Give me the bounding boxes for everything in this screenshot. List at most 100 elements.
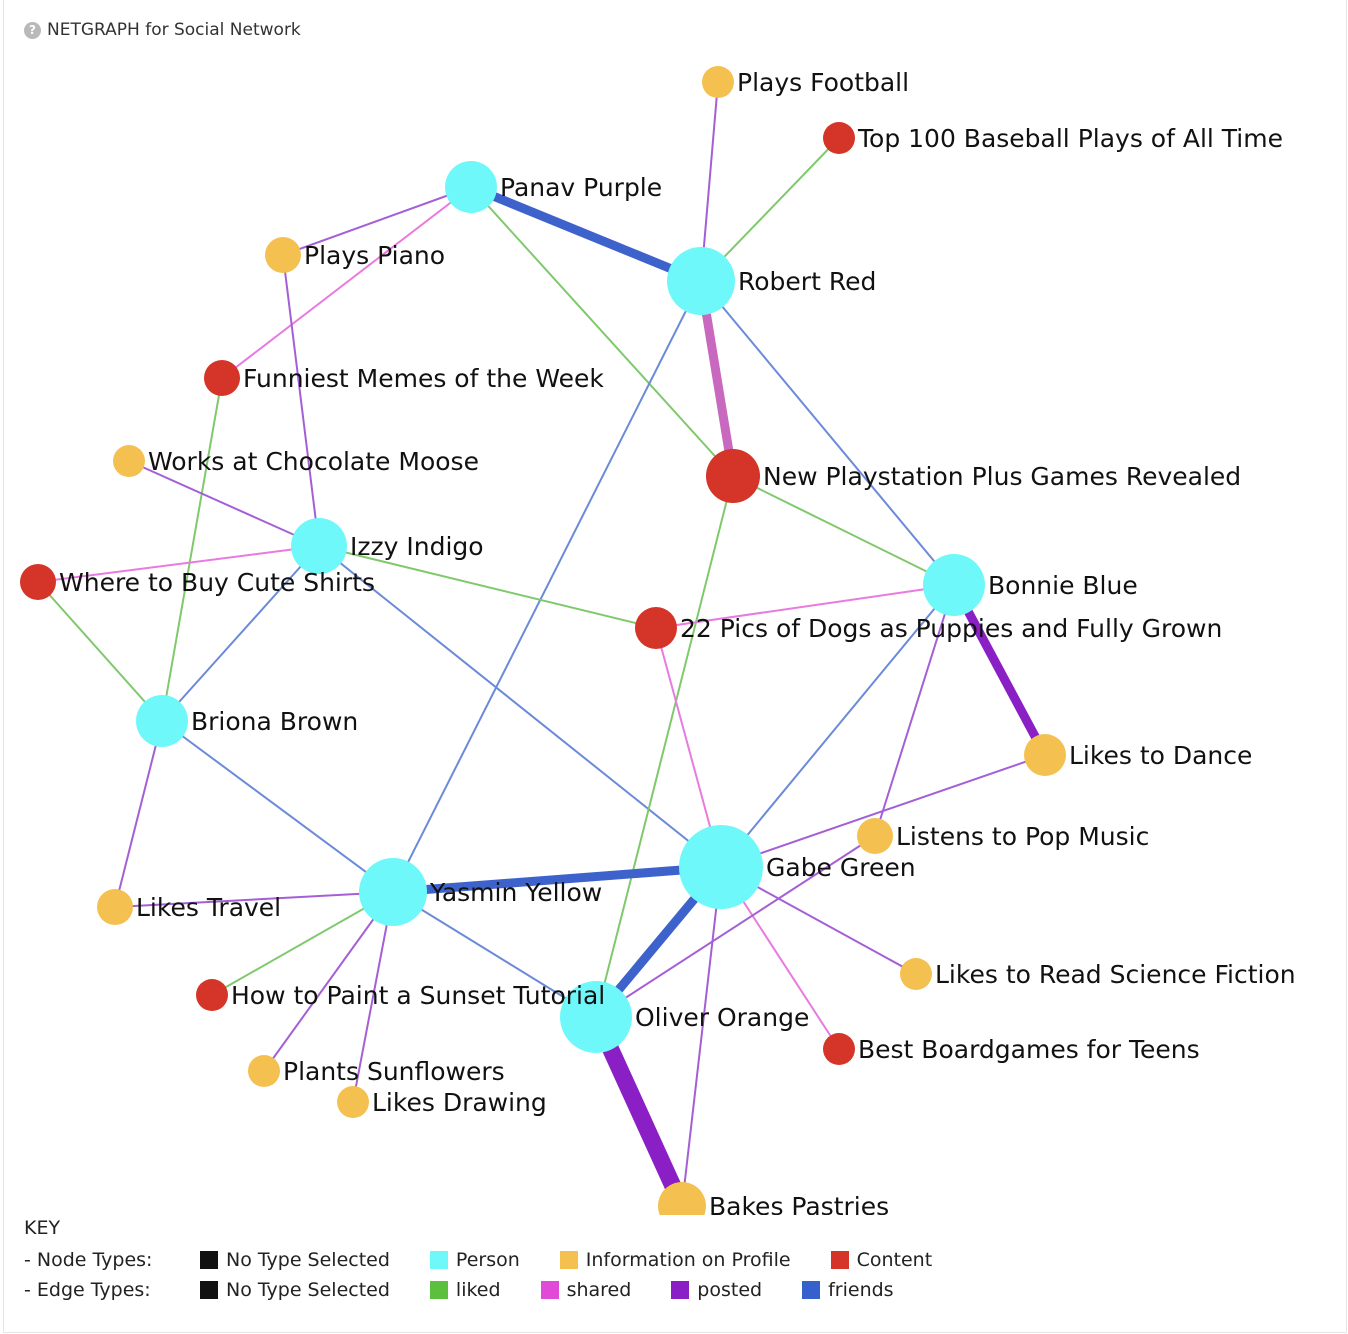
legend-node-none-label: No Type Selected — [226, 1249, 390, 1271]
legend-node-info[interactable]: Information on Profile — [559, 1249, 791, 1271]
edge-liked-yasmin-sunset[interactable] — [211, 891, 394, 996]
edge-posted-yasmin-travel[interactable] — [114, 891, 394, 908]
edge-posted-choc-izzy[interactable] — [128, 460, 320, 547]
edge-friends-robert-bonnie[interactable] — [700, 280, 955, 586]
node-label-dance: Likes to Dance — [1069, 741, 1252, 770]
edge-posted-yasmin-drawing[interactable] — [352, 891, 394, 1103]
legend-node-person[interactable]: Person — [429, 1249, 520, 1271]
legend-edge-types: - Edge Types: No Type Selected liked sha… — [24, 1275, 972, 1305]
node-football[interactable] — [702, 66, 734, 98]
node-label-baseball: Top 100 Baseball Plays of All Time — [857, 124, 1283, 153]
edge-shared-izzy-shirts[interactable] — [37, 545, 320, 583]
legend-edge-posted-swatch — [671, 1281, 690, 1299]
node-shirts[interactable] — [20, 564, 56, 600]
edge-posted-briona-travel[interactable] — [114, 720, 163, 908]
legend-edge-liked-swatch — [429, 1281, 448, 1299]
node-robert[interactable] — [667, 247, 735, 315]
node-izzy[interactable] — [291, 518, 347, 574]
node-label-oliver: Oliver Orange — [635, 1003, 809, 1032]
legend-edge-liked-label: liked — [455, 1279, 501, 1301]
edge-posted-yasmin-sunflowers[interactable] — [263, 891, 394, 1072]
edge-liked-panav-playstation[interactable] — [470, 186, 734, 477]
node-playstation[interactable] — [706, 449, 760, 503]
network-graph[interactable]: Panav Purple Robert Red Izzy Indigo Bonnie … — [0, 0, 1348, 1215]
node-label-drawing: Likes Drawing — [372, 1088, 547, 1117]
node-scifi[interactable] — [900, 958, 932, 990]
node-label-bonnie: Bonnie Blue — [988, 571, 1138, 600]
edge-posted-gabe-pastries[interactable] — [681, 866, 722, 1207]
node-piano[interactable] — [265, 237, 301, 273]
edge-shared-dogs-bonnie[interactable] — [655, 584, 955, 629]
edge-posted-bonnie-dance[interactable] — [950, 582, 1049, 758]
legend-node-none[interactable]: No Type Selected — [200, 1249, 390, 1271]
node-sunflowers[interactable] — [248, 1055, 280, 1087]
edge-friends-izzy-gabe[interactable] — [318, 545, 722, 868]
title-bar: ? NETGRAPH for Social Network — [24, 20, 301, 40]
node-boardgames[interactable] — [823, 1033, 855, 1065]
edge-liked-playstation-oliver[interactable] — [595, 475, 734, 1018]
edge-friends-yasmin-oliver[interactable] — [392, 891, 597, 1018]
legend-node-none-swatch — [200, 1251, 218, 1269]
node-label-shirts: Where to Buy Cute Shirts — [59, 568, 375, 597]
node-label-scifi: Likes to Read Science Fiction — [935, 960, 1296, 989]
node-yasmin[interactable] — [359, 858, 427, 926]
node-memes[interactable] — [204, 360, 240, 396]
edge-liked-memes-briona[interactable] — [161, 377, 223, 722]
edge-friends-bonnie-gabe[interactable] — [720, 584, 955, 868]
legend-edge-shared-label: shared — [566, 1279, 632, 1301]
edge-friends-izzy-briona[interactable] — [161, 545, 320, 722]
legend-edge-shared[interactable]: shared — [540, 1279, 632, 1301]
node-drawing[interactable] — [337, 1086, 369, 1118]
edge-liked-playstation-bonnie[interactable] — [732, 475, 955, 586]
legend-node-content-swatch — [830, 1251, 849, 1269]
edge-posted-dance-gabe[interactable] — [720, 754, 1046, 868]
edge-shared-panav-memes[interactable] — [221, 186, 472, 379]
node-choc[interactable] — [113, 445, 145, 477]
legend-node-person-label: Person — [455, 1249, 520, 1271]
node-label-sunflowers: Plants Sunflowers — [283, 1057, 505, 1086]
edge-friends-yasmin-gabe[interactable] — [392, 862, 722, 897]
edge-friends-robert-yasmin[interactable] — [392, 280, 702, 893]
node-label-panav: Panav Purple — [500, 173, 662, 202]
legend-edge-friends[interactable]: friends — [802, 1279, 894, 1301]
node-bonnie[interactable] — [923, 554, 985, 616]
window-title: NETGRAPH for Social Network — [47, 20, 301, 40]
node-baseball[interactable] — [823, 122, 855, 154]
edge-posted-pop-oliver[interactable] — [595, 835, 876, 1018]
node-label-memes: Funniest Memes of the Week — [243, 364, 604, 393]
edge-posted-panav-piano[interactable] — [282, 186, 472, 256]
help-icon[interactable]: ? — [24, 21, 41, 39]
edge-liked-shirts-briona[interactable] — [37, 581, 163, 722]
edge-posted-bonnie-pop[interactable] — [874, 584, 955, 837]
legend-node-content[interactable]: Content — [830, 1249, 932, 1271]
legend-node-types-label: - Node Types: — [24, 1249, 153, 1271]
node-pop[interactable] — [857, 818, 893, 854]
edge-friends-briona-yasmin[interactable] — [161, 720, 394, 893]
node-panav[interactable] — [445, 161, 497, 213]
legend-edge-none-swatch — [200, 1281, 218, 1299]
label-layer: Panav Purple Robert Red Izzy Indigo Bonnie … — [59, 68, 1296, 1215]
node-pastries[interactable] — [658, 1182, 706, 1215]
node-dance[interactable] — [1024, 734, 1066, 776]
legend-edge-liked[interactable]: liked — [429, 1279, 501, 1301]
edge-posted-piano-izzy[interactable] — [282, 254, 320, 547]
legend-edge-types-label: - Edge Types: — [24, 1279, 151, 1301]
node-label-travel: Likes Travel — [136, 893, 281, 922]
legend-edge-none[interactable]: No Type Selected — [200, 1279, 390, 1301]
edge-friends-panav-robert[interactable] — [469, 182, 703, 286]
node-label-gabe: Gabe Green — [766, 853, 916, 882]
node-briona[interactable] — [136, 695, 188, 747]
edge-liked-izzy-dogs[interactable] — [318, 545, 657, 629]
node-gabe[interactable] — [679, 825, 763, 909]
node-oliver[interactable] — [560, 981, 632, 1053]
node-label-football: Plays Football — [737, 68, 909, 97]
node-travel[interactable] — [97, 889, 133, 925]
legend-node-info-swatch — [559, 1251, 578, 1269]
node-dogs[interactable] — [635, 607, 677, 649]
node-label-briona: Briona Brown — [191, 707, 358, 736]
legend-edge-posted[interactable]: posted — [671, 1279, 762, 1301]
node-label-choc: Works at Chocolate Moose — [148, 447, 479, 476]
legend-node-person-swatch — [429, 1251, 448, 1269]
legend-edge-posted-label: posted — [697, 1279, 763, 1301]
node-sunset[interactable] — [196, 979, 228, 1011]
